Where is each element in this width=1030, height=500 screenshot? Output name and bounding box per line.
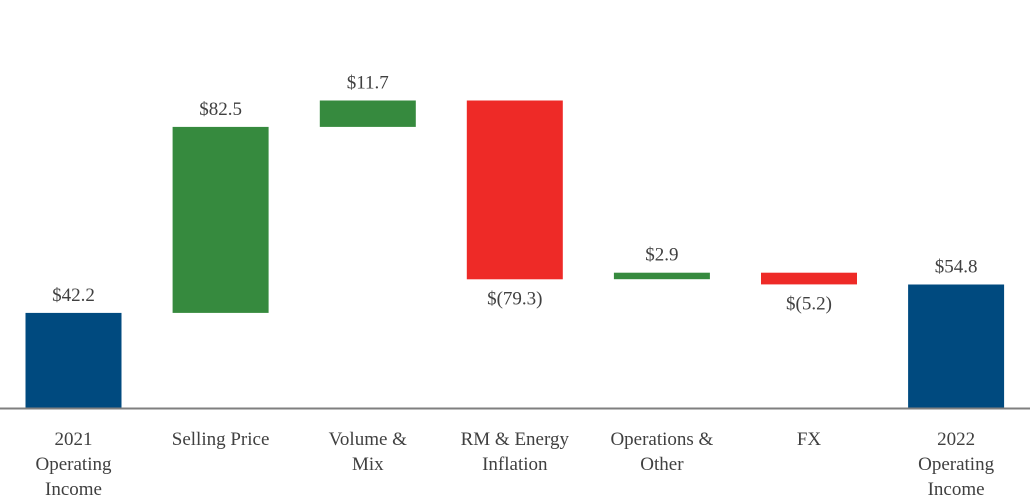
bar-1 bbox=[172, 126, 269, 313]
category-label-line: Volume & bbox=[329, 429, 408, 450]
value-label-5: $(5.2) bbox=[786, 294, 832, 315]
category-label-line: RM & Energy bbox=[461, 429, 570, 450]
bar-6 bbox=[908, 284, 1005, 408]
bar-0 bbox=[25, 312, 122, 408]
category-label-1: Selling Price bbox=[172, 429, 270, 450]
value-label-1: $82.5 bbox=[199, 99, 242, 120]
category-label-line: Selling Price bbox=[172, 429, 270, 450]
category-label-line: Operations & bbox=[610, 429, 713, 450]
bar-5 bbox=[761, 272, 857, 285]
value-label-3: $(79.3) bbox=[487, 288, 542, 309]
category-label-line: 2022 bbox=[937, 429, 975, 450]
category-label-line: Income bbox=[928, 479, 985, 500]
bar-2 bbox=[319, 100, 416, 127]
category-label-line: Operating bbox=[918, 454, 994, 475]
category-labels-group: 2021 Operating Income Selling Price Volume &… bbox=[36, 429, 995, 500]
category-label-2: Volume & Mix bbox=[329, 429, 408, 475]
category-label-0: 2021 Operating Income bbox=[36, 429, 112, 500]
category-label-line: 2021 bbox=[55, 429, 93, 450]
category-label-5: FX bbox=[797, 429, 822, 450]
bar-3 bbox=[466, 100, 563, 280]
value-label-0: $42.2 bbox=[52, 285, 95, 306]
category-label-line: Operating bbox=[36, 454, 112, 475]
category-label-line: Inflation bbox=[482, 454, 548, 475]
category-label-line: Income bbox=[45, 479, 102, 500]
category-label-6: 2022 Operating Income bbox=[918, 429, 994, 500]
category-label-line: Mix bbox=[352, 454, 384, 475]
value-label-2: $11.7 bbox=[347, 73, 389, 94]
category-label-line: Other bbox=[640, 454, 684, 475]
category-label-4: Operations & Other bbox=[610, 429, 713, 475]
category-label-line: FX bbox=[797, 429, 822, 450]
value-label-6: $54.8 bbox=[935, 257, 978, 278]
bars-group bbox=[25, 100, 1005, 408]
value-labels-group: $42.2 $82.5 $11.7 $(79.3) $2.9 $(5.2) $54.8 bbox=[52, 73, 977, 315]
bar-4 bbox=[613, 272, 710, 280]
category-label-3: RM & Energy Inflation bbox=[461, 429, 570, 475]
value-label-4: $2.9 bbox=[645, 245, 678, 266]
